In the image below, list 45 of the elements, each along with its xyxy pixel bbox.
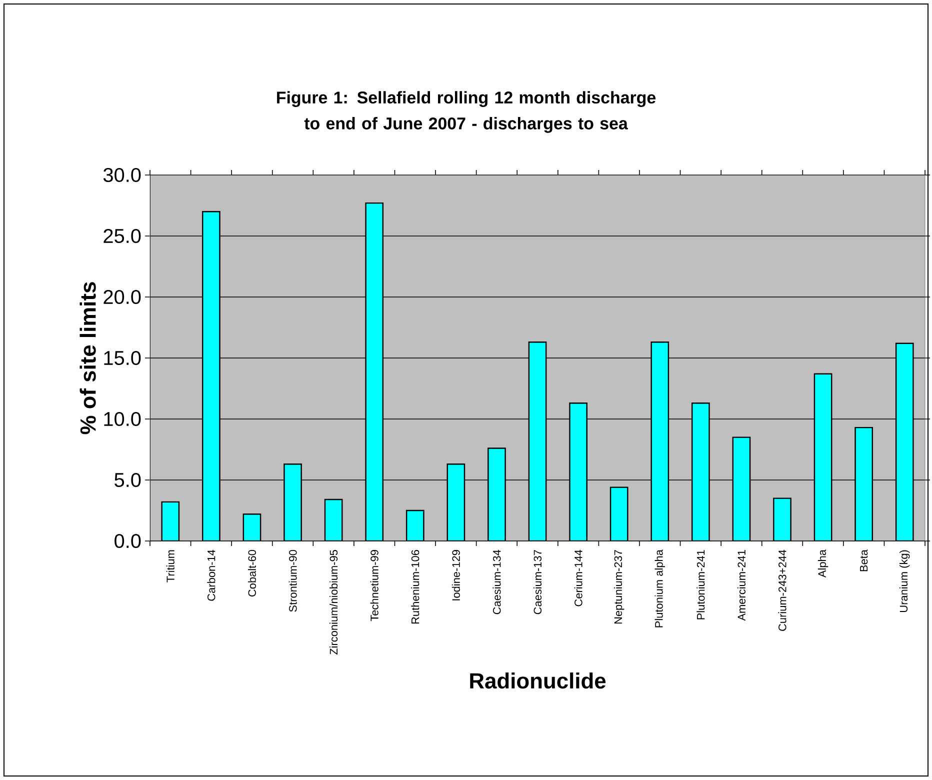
y-tick-label: 0.0 <box>114 534 141 548</box>
x-tick-label: Cobalt-60 <box>248 550 256 596</box>
x-tick-label: Technetium-99 <box>370 550 378 622</box>
y-tick-label: 5.0 <box>114 472 141 488</box>
bar <box>814 373 832 541</box>
bar <box>732 436 751 541</box>
x-tick-label: Iodine-129 <box>452 550 460 600</box>
bar <box>692 402 710 541</box>
x-tick-label: Curium-243+244 <box>778 550 786 631</box>
x-tick-label: Carbon-14 <box>207 550 216 601</box>
x-tick-label: Zirconium/niobium-95 <box>330 550 338 655</box>
bar <box>528 342 547 541</box>
x-tick-label: Neptunium-237 <box>614 550 624 624</box>
bar <box>406 510 424 541</box>
x-tick-label: Beta <box>860 550 868 572</box>
x-axis-title: Radionuclide <box>470 672 606 689</box>
x-tick-label: Caesium-134 <box>492 550 501 614</box>
x-tick-label: Plutonium-241 <box>696 550 705 620</box>
y-tick-label: 10.0 <box>104 412 141 426</box>
x-tick-label: Plutonium alpha <box>654 550 665 628</box>
chart-title: Figure 1: Sellafield rolling 12 month discharge to end of June 2007 - discharges to sea <box>277 91 656 133</box>
x-tick-label: Strontium-90 <box>288 550 297 612</box>
x-tick-label: Amercium-241 <box>737 550 746 621</box>
bar <box>610 486 628 541</box>
bar <box>488 448 506 541</box>
x-tick-label: Ruthenium-106 <box>411 550 420 624</box>
x-tick-label: Uranium (kg) <box>900 550 910 612</box>
bar <box>161 501 180 541</box>
bar <box>854 426 873 541</box>
x-tick-label: Tritium <box>166 550 174 582</box>
bar <box>324 498 343 541</box>
bar <box>202 211 220 541</box>
bar <box>650 342 670 541</box>
bar <box>569 402 588 541</box>
bar <box>446 464 466 541</box>
x-tick-label: Cerium-144 <box>574 550 582 606</box>
y-axis-title: % of site limits <box>80 282 96 434</box>
y-tick-label: 15.0 <box>104 350 141 366</box>
x-tick-label: Caesium-137 <box>533 550 542 614</box>
y-tick-label: 25.0 <box>104 228 141 244</box>
bar <box>895 342 914 541</box>
bar <box>365 202 384 541</box>
x-tick-label: Alpha <box>818 550 828 578</box>
y-tick-label: 30.0 <box>103 168 141 182</box>
y-tick-label: 20.0 <box>104 290 141 304</box>
